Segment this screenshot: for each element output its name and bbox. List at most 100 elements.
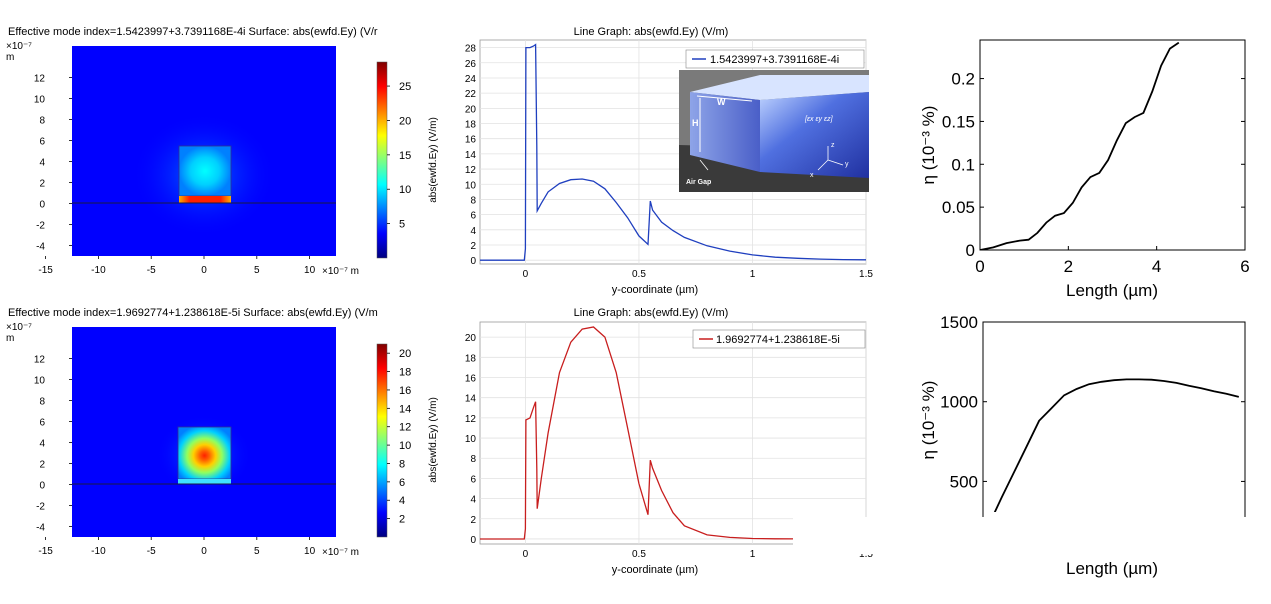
line-bottom-axes: 0 0.5 1 1.5 0 2 4 6 8 10 12 14 16 18 20	[465, 322, 873, 560]
eta-bottom-xlabel: Length (µm)	[1066, 559, 1158, 578]
x-tick-label: 0.5	[632, 549, 646, 560]
surface-x-tick-label: 0	[201, 546, 207, 557]
surface-bottom-x-scale: ×10⁻⁷ m	[322, 547, 359, 558]
y-tick-label: 0	[470, 256, 476, 267]
surface-y-tick-label: 6	[39, 137, 45, 148]
surface-x-tick-label: 5	[254, 265, 260, 276]
x-tick-label: 0.5	[632, 269, 646, 280]
y-tick-label: 12	[465, 414, 477, 425]
eta-bottom-series	[993, 378, 1240, 512]
y-tick-label: 2	[470, 241, 476, 252]
y-tick-label: 4	[470, 495, 476, 506]
y-tick-label: 4	[470, 226, 476, 237]
surface-y-tick-label: 2	[39, 179, 45, 190]
inset-axis-y-label: y	[845, 161, 849, 168]
line-graph-bottom: Line Graph: abs(ewfd.Ey) (V/m) 0 0.5 1 1.50…	[465, 307, 874, 576]
colorbar-tick-label: 10	[399, 184, 411, 196]
colorbar-tick-label: 4	[399, 495, 405, 507]
eta-y-tick-label: 0	[966, 241, 975, 260]
colorbar-tick-label: 25	[399, 81, 411, 93]
surface-y-tick-label: -4	[36, 242, 45, 253]
y-tick-label: 2	[470, 515, 476, 526]
eta-y-tick-label: 1500	[940, 313, 978, 332]
y-tick-label: 6	[470, 211, 476, 222]
surface-top-y-unit: m	[6, 52, 14, 63]
surface-bottom-waveguide	[177, 426, 232, 480]
surface-bottom-colorbar	[376, 343, 388, 538]
colorbar-tick-label: 18	[399, 367, 411, 379]
surface-y-tick-label: 0	[39, 481, 45, 492]
colorbar-tick-label: 5	[399, 219, 405, 231]
line-graph-top: Line Graph: abs(ewfd.Ey) (V/m) 0 0.5 1 1.5 0…	[465, 26, 874, 296]
line-bottom-series	[480, 326, 798, 540]
x-tick-label: 0	[523, 269, 529, 280]
y-tick-label: 20	[465, 333, 477, 344]
eta-top-frame	[979, 39, 1246, 251]
surface-y-tick-label: 0	[39, 200, 45, 211]
eta-x-tick-label: 6	[1240, 257, 1249, 276]
surface-plot-top: Effective mode index=1.5423997+3.7391168…	[6, 26, 439, 277]
line-top-title: Line Graph: abs(ewfd.Ey) (V/m)	[574, 26, 729, 38]
line-top-series	[480, 43, 866, 261]
surface-y-tick-label: 8	[39, 397, 45, 408]
y-tick-label: 24	[465, 74, 477, 85]
colorbar-tick-label: 12	[399, 422, 411, 434]
eta-y-tick-label: 0.2	[951, 70, 975, 89]
y-tick-label: 22	[465, 89, 477, 100]
surface-y-tick-label: 6	[39, 418, 45, 429]
inset-axis-x	[817, 159, 829, 171]
surface-y-tick-label: 12	[34, 74, 46, 85]
surface-y-tick-label: -2	[36, 502, 45, 513]
eta-bottom-ylabel: η (10⁻³ %)	[919, 381, 938, 460]
y-tick-label: 26	[465, 59, 477, 70]
inset-w-arrow	[696, 95, 753, 102]
surface-bottom-title: Effective mode index=1.9692774+1.238618E…	[8, 307, 378, 319]
surface-x-tick-label: 10	[304, 265, 316, 276]
surface-bottom-colorbar-ticks: 2 4 6 8 10 12 14 16 18 20	[387, 348, 411, 526]
x-tick-label: 1	[750, 549, 756, 560]
surface-x-tick-label: 10	[304, 546, 316, 557]
line-top-legend-box	[685, 49, 865, 69]
efficiency-plot-bottom: 500 1000 1500 Length (µm) η (10⁻³ %)	[919, 313, 1246, 578]
surface-x-tick-label: 0	[201, 265, 207, 276]
surface-x-tick-label: -5	[147, 546, 156, 557]
inset-axis-x-label: x	[810, 172, 814, 179]
x-tick-label: 1	[750, 269, 756, 280]
line-top-xlabel: y-coordinate (µm)	[612, 284, 698, 296]
y-tick-label: 16	[465, 135, 477, 146]
waveguide-schematic-inset: W H [εx εy εz] Air Gap z y x	[679, 70, 869, 192]
surface-y-tick-label: 2	[39, 460, 45, 471]
line-bottom-legend: 1.9692774+1.238618E-5i	[692, 329, 866, 349]
surface-y-tick-label: 10	[34, 95, 46, 106]
y-tick-label: 8	[470, 454, 476, 465]
inset-eps-label: [εx εy εz]	[804, 116, 834, 123]
x-tick-label: 1.5	[859, 549, 873, 560]
line-top-legend: 1.5423997+3.7391168E-4i	[685, 49, 865, 69]
eta-top-axes: 0 2 4 6 0 0.05 0.1 0.15 0.2	[942, 70, 1250, 276]
y-tick-label: 18	[465, 353, 477, 364]
eta-x-tick-label: 4	[1152, 257, 1161, 276]
surface-x-tick-label: -10	[91, 546, 106, 557]
surface-bottom-y-unit: m	[6, 333, 14, 344]
y-tick-label: 28	[465, 44, 477, 55]
eta-y-tick-label: 0.15	[942, 112, 975, 131]
line-bottom-legend-box	[692, 329, 866, 349]
surface-bottom-hotspot	[178, 479, 231, 484]
colorbar-tick-label: 20	[399, 115, 411, 127]
surface-y-tick-label: -2	[36, 221, 45, 232]
surface-y-tick-label: 10	[34, 376, 46, 387]
surface-top-colorbar	[376, 61, 388, 259]
y-tick-label: 8	[470, 195, 476, 206]
x-tick-label: 1.5	[859, 269, 873, 280]
eta-y-tick-label: 0.05	[942, 198, 975, 217]
y-tick-label: 10	[465, 434, 477, 445]
colorbar-tick-label: 8	[399, 458, 405, 470]
inset-h-label: H	[692, 118, 699, 128]
surface-top-axes: -15 -10 -5 0 5 10 -4 -2 0 2 4 6 8 10 12	[34, 74, 316, 277]
surface-top-title: Effective mode index=1.5423997+3.7391168…	[8, 26, 378, 38]
line-top-legend-text: 1.5423997+3.7391168E-4i	[710, 54, 839, 66]
surface-y-tick-label: 4	[39, 158, 45, 169]
y-tick-label: 18	[465, 120, 477, 131]
inset-block-top	[690, 75, 869, 100]
eta-y-tick-label: 1000	[940, 393, 978, 412]
